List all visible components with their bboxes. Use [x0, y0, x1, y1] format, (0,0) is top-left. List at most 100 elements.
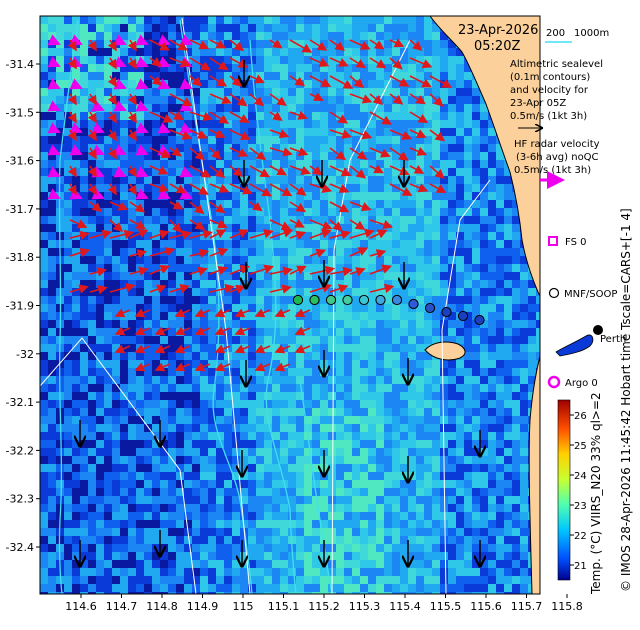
altimetry-vector: [329, 183, 350, 193]
radar-vector: [135, 100, 149, 112]
radar-vector: [69, 122, 83, 134]
radar-vector: [179, 188, 193, 200]
altimetry-vector: [389, 183, 413, 196]
track-point: [457, 310, 469, 322]
altimetry-vector: [194, 362, 211, 372]
track-point: [309, 294, 320, 306]
altimetry-vector: [409, 39, 423, 52]
altimetry-vector: [229, 39, 245, 52]
altimetry-vector: [209, 129, 226, 138]
altimetry-vector: [107, 39, 117, 52]
argo-label: Argo 0: [565, 378, 598, 389]
altimetry-vector: [254, 308, 271, 318]
altimetry-vector: [249, 93, 265, 107]
altimetry-vector: [209, 147, 222, 160]
altimetry-vector: [209, 111, 230, 124]
altimetry-vector: [89, 201, 102, 213]
altimetry-vector: [209, 75, 228, 87]
altimetry-vector: [369, 93, 384, 105]
altimetry-vector: [69, 247, 91, 258]
altimetry-vector: [369, 39, 385, 50]
colorbar-gradient: [557, 399, 571, 581]
altimetry-vector: [389, 129, 413, 140]
altimetry-vector: [249, 147, 267, 161]
radar-vector: [47, 56, 61, 68]
colorbar-tick-label: 25: [574, 441, 587, 452]
altimetry-vector: [214, 326, 231, 336]
radar-vector: [157, 122, 171, 134]
altimetry-vector: [289, 183, 307, 196]
altimetry-vector: [289, 146, 309, 156]
y-axis: -31.4 -31.5 -31.6 -31.7 -31.8 -31.9 -32 -32.1 -3…: [6, 58, 40, 554]
altimetry-vector: [234, 326, 251, 336]
altimetry-vector: [369, 147, 391, 158]
colorbar-tick-label: 22: [574, 531, 587, 542]
altimetry-vector: [289, 39, 313, 53]
altimetry-vector: [269, 165, 287, 176]
altimetry-vector: [429, 93, 444, 107]
altimetry-vector: [369, 249, 387, 259]
altimetry-vector: [87, 129, 97, 142]
time-label: 05:20Z: [474, 39, 520, 54]
radar-vector: [47, 78, 61, 90]
radar-vector: [135, 122, 149, 134]
altimetry-vector: [169, 219, 182, 233]
altimetry-vector: [329, 111, 349, 124]
altimetry-vector: [309, 39, 328, 51]
altimetry-vector: [89, 285, 108, 295]
radar-vector: [69, 144, 83, 156]
altimetry-vector: [129, 201, 146, 213]
altimetry-vector: [349, 219, 366, 230]
altimetry-vector: [369, 283, 395, 294]
altimetry-vector: [269, 266, 293, 276]
sst-field: [40, 16, 540, 594]
colorbar-tick-label: 24: [574, 471, 587, 482]
altimetry-vector: [294, 308, 311, 318]
altimetry-vector: [107, 93, 117, 106]
radar-vector: [179, 100, 193, 112]
altimetry-vector: [114, 326, 131, 336]
altimetry-vector: [154, 362, 171, 372]
altimetry-vector: [329, 129, 352, 139]
altimetry-vector: [389, 57, 403, 70]
altimetry-vector: [269, 111, 283, 121]
altimetry-vector: [189, 57, 212, 71]
argo-marker: [547, 375, 561, 389]
altimetry-vector: [154, 344, 171, 354]
altimetry-vector: [189, 129, 208, 139]
altimetry-vector: [309, 248, 327, 258]
altimetry-vector: [289, 201, 307, 213]
radar-vector: [135, 56, 149, 68]
altimetry-vector: [67, 129, 77, 142]
altimetry-vector: [109, 282, 136, 293]
altimetry-vector: [149, 75, 163, 86]
altimetry-vector: [127, 93, 137, 106]
altimetry-vector: [169, 230, 192, 240]
radar-vector: [69, 78, 83, 90]
altimetry-vector: [127, 165, 137, 178]
altimetry-vector: [129, 266, 149, 276]
track-point: [391, 294, 403, 306]
altimetry-vector: [409, 165, 425, 174]
y-tick-label: -32.1: [6, 396, 34, 409]
altimetry-vector: [369, 57, 387, 69]
altimetry-vector: [89, 229, 113, 239]
radar-vector: [135, 78, 149, 90]
altimetry-vector: [289, 165, 311, 175]
altimetry-vector: [289, 230, 307, 240]
altimetry-vector: [189, 219, 206, 230]
altimetry-vector: [409, 75, 432, 88]
altimetry-vector: [289, 110, 309, 120]
altimetry-vector: [149, 229, 170, 239]
radar-vector: [113, 34, 127, 46]
altimetry-vector: [309, 75, 332, 87]
x-tick-label: 115.1: [268, 600, 300, 613]
y-tick-label: -32: [16, 348, 34, 361]
altimetry-vector: [369, 164, 384, 174]
track-point: [441, 306, 452, 318]
right-caption: © IMOS 28-Apr-2026 11:45:42 Hobart time …: [619, 208, 633, 592]
altimetry-vector: [109, 201, 129, 211]
altimetry-vector: [89, 267, 108, 277]
radar-vector: [179, 166, 193, 178]
radar-vector: [47, 34, 61, 46]
